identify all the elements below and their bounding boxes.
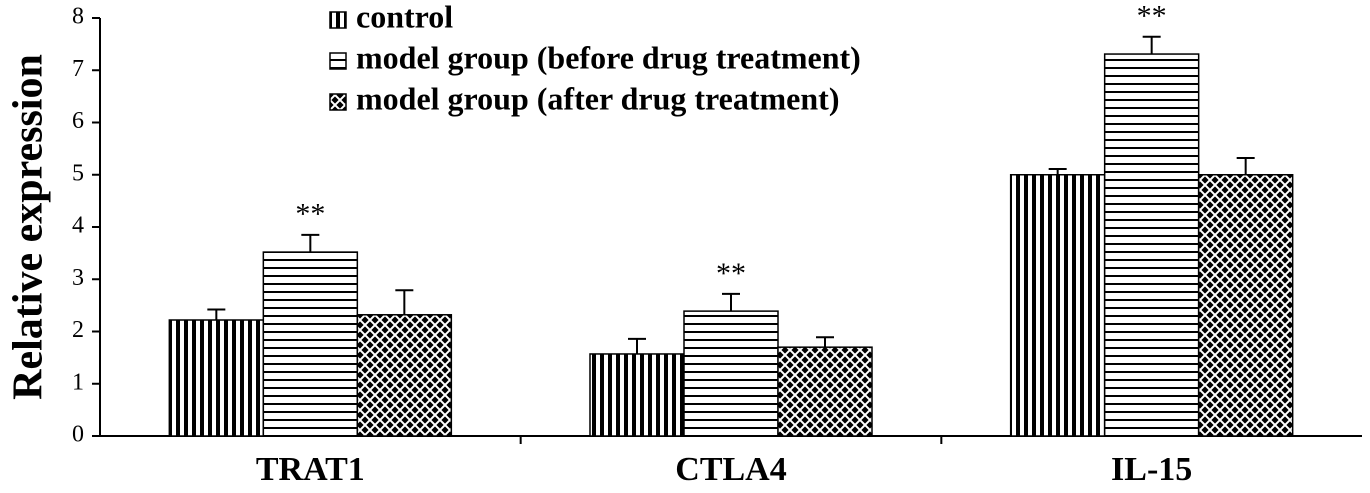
significance-label: **	[1137, 0, 1167, 33]
y-tick-label: 3	[72, 265, 84, 291]
y-tick-label: 5	[72, 160, 84, 186]
legend-label: model group (after drug treatment)	[356, 80, 839, 116]
y-axis-label: Relative expression	[6, 54, 52, 400]
y-tick-label: 0	[72, 422, 84, 448]
y-tick-label: 1	[72, 369, 84, 395]
bar	[589, 353, 685, 437]
error-bar	[395, 289, 414, 315]
bar	[1197, 174, 1294, 437]
bar	[262, 251, 359, 437]
bar	[683, 310, 779, 437]
significance-label: **	[295, 198, 325, 231]
y-tick-label: 8	[72, 4, 84, 30]
error-bar	[1236, 157, 1255, 175]
error-bar	[628, 337, 646, 354]
bar	[1009, 174, 1106, 437]
legend-swatch	[329, 93, 347, 111]
error-bar	[207, 308, 226, 321]
significance-label: **	[716, 257, 746, 290]
error-bar	[1048, 168, 1067, 175]
error-bar	[1142, 35, 1161, 55]
legend-swatch	[329, 11, 347, 29]
y-tick-label: 2	[72, 317, 84, 343]
x-tick-label: TRAT1	[256, 451, 365, 488]
legend-label: model group (before drug treatment)	[356, 39, 861, 75]
x-tick-label: CTLA4	[675, 451, 786, 488]
y-tick-label: 6	[72, 108, 84, 134]
legend-label: control	[356, 0, 453, 34]
x-tick-label: IL-15	[1111, 451, 1192, 488]
error-bar	[722, 292, 740, 312]
bar	[356, 314, 453, 437]
bar	[777, 346, 873, 437]
y-tick-label: 4	[72, 213, 84, 239]
error-bar	[301, 233, 320, 253]
legend-swatch	[329, 52, 347, 70]
bar	[1103, 53, 1200, 437]
bar	[168, 319, 265, 437]
y-tick-label: 7	[72, 56, 84, 82]
error-bar	[816, 336, 834, 348]
